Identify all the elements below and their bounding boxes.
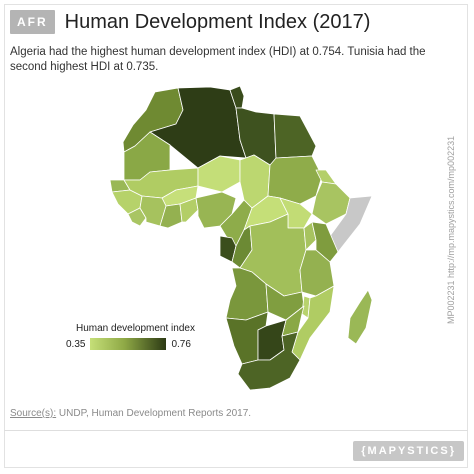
country-ghana [159, 203, 183, 229]
legend-scale: 0.35 0.76 [66, 338, 206, 350]
country-tunisia [229, 85, 245, 109]
brand-logo[interactable]: {MAPYSTICS} [353, 441, 464, 461]
country-ivory-coast [139, 195, 167, 227]
country-liberia [127, 207, 147, 227]
source-text: UNDP, Human Development Reports 2017. [58, 408, 252, 419]
legend-min: 0.35 [66, 338, 86, 350]
country-madagascar [347, 289, 373, 345]
map-permalink[interactable]: MP002231 http://mp.mapystics.com/mp00223… [446, 135, 456, 325]
footer-divider [4, 430, 468, 431]
country-south-africa [237, 331, 301, 391]
country-benin [179, 197, 199, 223]
subtitle: Algeria had the highest human developmen… [10, 46, 426, 73]
legend-max: 0.76 [171, 338, 191, 350]
header: AFR Human Development Index (2017) [10, 9, 370, 35]
source-label[interactable]: Source(s): [10, 408, 57, 419]
source-note: Source(s): UNDP, Human Development Repor… [10, 408, 251, 419]
country-sudan [267, 155, 323, 205]
region-badge: AFR [10, 10, 55, 34]
legend-gradient [90, 338, 167, 350]
legend: Human development index 0.35 0.76 [66, 323, 206, 350]
legend-title: Human development index [76, 323, 195, 334]
page-title: Human Development Index (2017) [64, 11, 371, 33]
country-egypt [273, 113, 317, 159]
